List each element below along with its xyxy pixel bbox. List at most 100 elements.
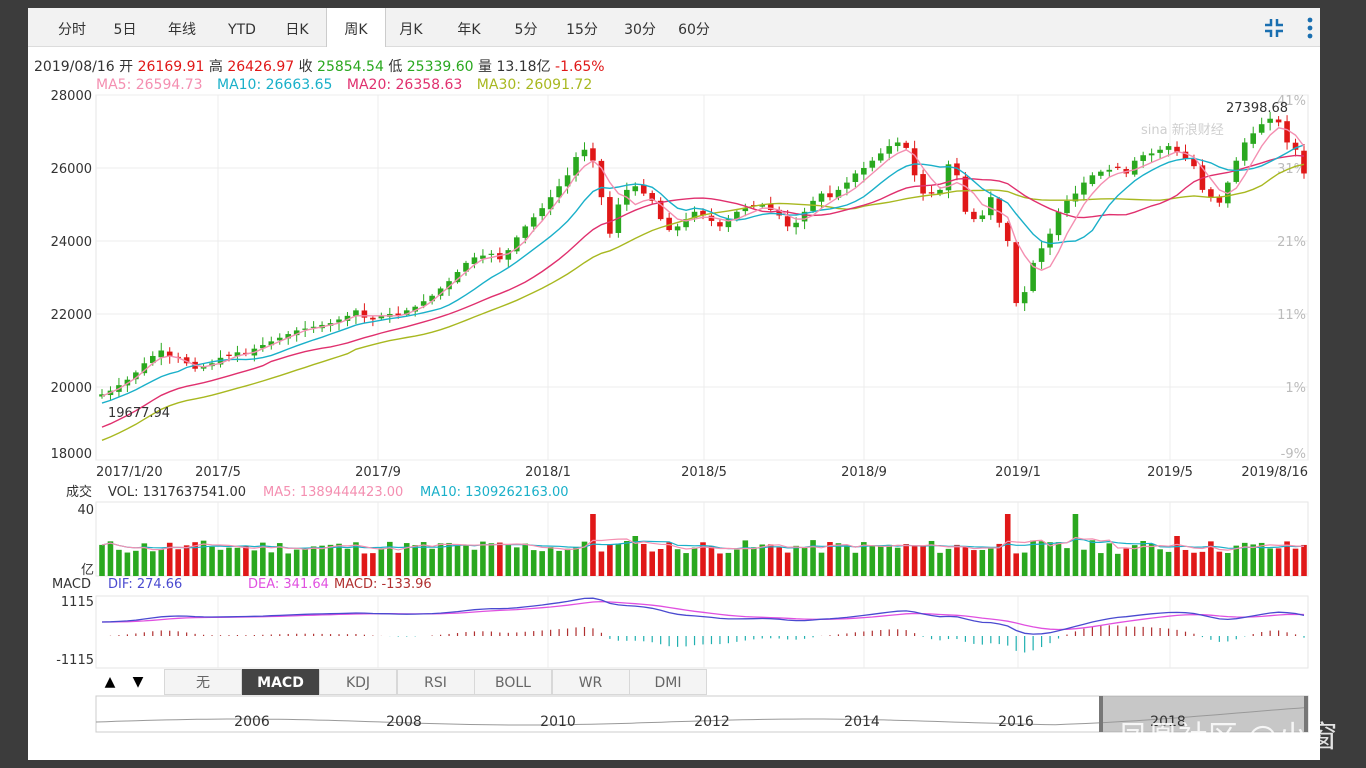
macd-top-tick: 1115 xyxy=(61,595,94,610)
navigator-year-label: 2014 xyxy=(844,714,880,730)
candle xyxy=(1106,169,1113,172)
tab-7[interactable]: 年K xyxy=(457,22,481,38)
macd-label: MACD xyxy=(52,577,91,592)
x-tick-label: 2018/5 xyxy=(681,465,727,480)
tab-11[interactable]: 60分 xyxy=(678,22,710,38)
vol-bar xyxy=(725,552,732,576)
vol-bar xyxy=(666,542,672,576)
vol-bar xyxy=(437,543,444,576)
indicator-tab-6[interactable]: DMI xyxy=(629,669,707,695)
tab-2[interactable]: 年线 xyxy=(168,22,196,38)
tab-3[interactable]: YTD xyxy=(228,22,256,38)
candle xyxy=(666,217,672,231)
main-chart[interactable]: 28000260002400022000200001800041%31%21%1… xyxy=(28,8,1320,760)
candle xyxy=(1267,118,1273,123)
candle xyxy=(285,334,292,339)
tab-0[interactable]: 分时 xyxy=(58,22,86,38)
candle xyxy=(835,189,842,198)
candle xyxy=(370,317,376,320)
tab-9[interactable]: 15分 xyxy=(566,22,598,38)
candle xyxy=(268,341,275,346)
tab-8[interactable]: 5分 xyxy=(514,22,538,38)
indicator-tab-5[interactable]: WR xyxy=(551,669,630,695)
x-tick-label: 2019/8/16 xyxy=(1241,465,1308,480)
vol-bar xyxy=(776,547,782,576)
vol-bar xyxy=(497,542,503,576)
macd-bottom-tick: -1115 xyxy=(56,653,94,668)
candle xyxy=(657,200,664,220)
candle xyxy=(590,148,596,161)
vol-bar xyxy=(640,543,647,576)
candle xyxy=(1089,175,1096,185)
navigator-window xyxy=(1101,696,1308,732)
indicator-tab-3[interactable]: RSI xyxy=(396,669,475,695)
close-label: 收 xyxy=(298,59,313,75)
vol-bar xyxy=(894,547,901,576)
candle xyxy=(1013,242,1019,304)
candle xyxy=(708,215,715,221)
candle xyxy=(1284,121,1290,143)
vol-bar xyxy=(1199,551,1206,576)
low-value: 25339.60 xyxy=(406,59,474,75)
vol-bar xyxy=(1157,549,1163,576)
candle xyxy=(1030,262,1036,292)
price-tick-label: 20000 xyxy=(51,381,92,396)
indicator-tab-4[interactable]: BOLL xyxy=(474,669,552,695)
candle xyxy=(276,337,283,341)
candle xyxy=(141,363,148,374)
tab-1[interactable]: 5日 xyxy=(113,22,137,38)
more-vertical-icon[interactable] xyxy=(1298,16,1322,40)
x-tick-label: 2018/9 xyxy=(841,465,887,480)
candle xyxy=(226,354,232,356)
vol-bar xyxy=(370,553,376,576)
ohlc-info: 2019/08/16 开 26169.91 高 26426.97 收 25854… xyxy=(34,56,605,76)
vol-bar xyxy=(302,547,308,576)
candle xyxy=(1301,150,1307,174)
candle xyxy=(1072,193,1079,202)
vol-ma5-line xyxy=(101,536,1305,551)
candle xyxy=(683,219,689,228)
vol-bar xyxy=(1072,514,1079,576)
candle xyxy=(200,366,207,369)
vol-bar xyxy=(276,543,283,576)
indicator-tab-1[interactable]: MACD xyxy=(241,669,320,695)
candle xyxy=(911,148,918,176)
tab-6[interactable]: 月K xyxy=(399,22,423,38)
vol-bar xyxy=(598,551,605,576)
vol-bar xyxy=(226,547,232,576)
candle xyxy=(962,176,969,212)
indicator-tab-2[interactable]: KDJ xyxy=(319,669,397,695)
tab-10[interactable]: 30分 xyxy=(624,22,656,38)
vol-bar xyxy=(1013,553,1019,576)
candle xyxy=(463,262,469,272)
vol-bar xyxy=(1021,552,1028,576)
candle xyxy=(937,189,943,195)
candle xyxy=(1258,124,1265,133)
tab-5[interactable]: 周K xyxy=(326,8,386,47)
period-tabs: 分时 5日 年线 YTD 日K 周K 月K 年K 5分 15分 30分 60分 xyxy=(28,8,1320,47)
nav-down-button[interactable]: ▼ xyxy=(124,669,152,695)
candle xyxy=(971,211,977,220)
vol-bar xyxy=(624,540,630,576)
vol-bar xyxy=(1148,543,1155,576)
vol-bar xyxy=(1140,540,1146,576)
candle xyxy=(293,330,300,336)
indicator-tab-0[interactable]: 无 xyxy=(164,669,242,695)
candle xyxy=(166,351,173,356)
collapse-icon[interactable] xyxy=(1262,16,1286,40)
vol-bar xyxy=(717,553,723,576)
candle xyxy=(310,326,317,328)
navigator-year-label: 2012 xyxy=(694,714,730,730)
tab-4[interactable]: 日K xyxy=(285,22,309,38)
vol-bar xyxy=(700,542,706,576)
candle xyxy=(725,219,732,228)
candle xyxy=(954,163,960,176)
candle xyxy=(869,160,876,168)
vol-bar xyxy=(1081,549,1087,576)
info-date: 2019/08/16 xyxy=(34,59,115,75)
vol-bar xyxy=(852,552,859,576)
vol-value: VOL: 1317637541.00 xyxy=(108,485,246,500)
candle xyxy=(1208,189,1214,198)
candle xyxy=(920,174,926,194)
nav-up-button[interactable]: ▲ xyxy=(96,669,124,695)
